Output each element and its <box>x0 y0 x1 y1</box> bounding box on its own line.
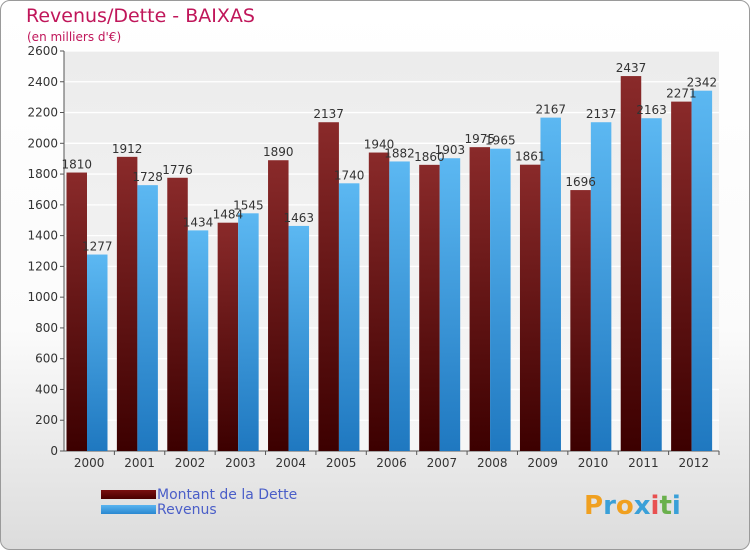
bar-revenus <box>540 117 561 451</box>
chart-title: Revenus/Dette - BAIXAS <box>26 5 255 27</box>
bar-dette <box>268 160 289 451</box>
y-tick-label: 1800 <box>27 167 58 181</box>
logo-letter: P <box>584 491 604 521</box>
logo-letter: i <box>650 491 660 521</box>
bar-revenus <box>389 161 410 451</box>
data-label: 1890 <box>263 145 294 159</box>
data-label: 1277 <box>82 240 113 254</box>
x-tick-label: 2008 <box>477 456 508 470</box>
data-label: 1484 <box>213 208 244 222</box>
data-label: 2137 <box>313 107 344 121</box>
data-label: 2437 <box>616 61 647 75</box>
x-tick-label: 2011 <box>628 456 659 470</box>
bar-dette <box>469 147 491 451</box>
data-label: 1965 <box>485 134 516 148</box>
data-label: 1912 <box>112 142 143 156</box>
legend-item-dette: Montant de la Dette <box>101 486 298 503</box>
bar-dette <box>368 152 390 452</box>
x-tick-label: 2003 <box>225 456 256 470</box>
y-tick-label: 1400 <box>27 229 58 243</box>
data-label: 1975 <box>465 132 496 146</box>
bar-revenus <box>490 148 511 451</box>
y-tick-label: 0 <box>50 444 58 458</box>
proxiti-logo: Proxiti <box>584 491 681 521</box>
legend: Montant de la Dette Revenus <box>101 486 298 518</box>
x-tick-label: 2000 <box>74 456 105 470</box>
bar-dette <box>519 164 541 451</box>
x-tick-label: 2001 <box>124 456 155 470</box>
y-tick-label: 1200 <box>27 259 58 273</box>
x-tick-label: 2010 <box>578 456 609 470</box>
bar-revenus <box>238 213 259 451</box>
bar-revenus <box>187 230 209 451</box>
y-tick-label: 1000 <box>27 290 58 304</box>
bar-dette <box>167 177 188 451</box>
data-label: 1882 <box>384 146 415 160</box>
data-label: 1776 <box>162 163 193 177</box>
bar-revenus <box>288 225 310 451</box>
y-tick-label: 1600 <box>27 198 58 212</box>
y-tick-label: 2200 <box>27 106 58 120</box>
x-tick-label: 2002 <box>175 456 206 470</box>
data-label: 1861 <box>515 150 546 164</box>
bar-revenus <box>691 90 713 451</box>
data-label: 1728 <box>132 170 163 184</box>
bar-revenus <box>87 254 108 451</box>
logo-letter: o <box>615 491 634 521</box>
bar-dette <box>419 164 440 451</box>
data-label: 1463 <box>284 211 315 225</box>
data-label: 2137 <box>586 107 617 121</box>
y-tick-label: 2600 <box>27 44 58 58</box>
bar-dette <box>620 76 642 452</box>
data-label: 1940 <box>364 138 395 152</box>
bar-dette <box>66 172 87 452</box>
data-label: 2271 <box>666 87 697 101</box>
logo-letter: t <box>659 491 672 521</box>
x-tick-label: 2007 <box>427 456 458 470</box>
data-label: 1903 <box>435 143 466 157</box>
data-label: 2342 <box>687 76 718 90</box>
x-tick-label: 2006 <box>376 456 407 470</box>
data-label: 1740 <box>334 168 365 182</box>
data-label: 1810 <box>61 158 92 172</box>
y-tick-label: 2400 <box>27 75 58 89</box>
y-tick-label: 800 <box>35 321 58 335</box>
logo-letter: r <box>603 491 616 521</box>
legend-label-revenus: Revenus <box>157 501 217 518</box>
x-tick-label: 2009 <box>527 456 558 470</box>
y-tick-label: 200 <box>35 413 58 427</box>
logo-letter: x <box>633 491 651 521</box>
data-label: 2163 <box>636 103 667 117</box>
legend-swatch-dette <box>101 490 156 499</box>
data-label: 1860 <box>414 150 445 164</box>
data-label: 1434 <box>183 215 214 229</box>
x-tick-label: 2004 <box>275 456 306 470</box>
x-tick-label: 2012 <box>679 456 710 470</box>
bar-revenus <box>590 122 612 451</box>
y-tick-label: 600 <box>35 352 58 366</box>
bar-dette <box>217 222 239 451</box>
bar-dette <box>318 122 339 451</box>
bar-revenus <box>137 185 158 451</box>
data-label: 1696 <box>565 175 596 189</box>
data-label: 2167 <box>535 103 566 117</box>
bar-dette <box>570 190 591 452</box>
bar-revenus <box>641 118 662 451</box>
y-tick-label: 2000 <box>27 136 58 150</box>
bar-dette <box>671 101 692 451</box>
x-tick-label: 2005 <box>326 456 357 470</box>
legend-label-dette: Montant de la Dette <box>157 486 298 503</box>
y-tick-label: 400 <box>35 382 58 396</box>
bar-revenus <box>439 158 461 451</box>
bar-revenus <box>338 183 360 452</box>
legend-item-revenus: Revenus <box>101 501 297 518</box>
logo-letter: i <box>671 491 681 521</box>
bar-dette <box>116 156 138 451</box>
data-label: 1545 <box>233 198 264 212</box>
legend-swatch-revenus <box>101 505 156 514</box>
chart-subtitle: (en milliers d'€) <box>27 30 122 44</box>
